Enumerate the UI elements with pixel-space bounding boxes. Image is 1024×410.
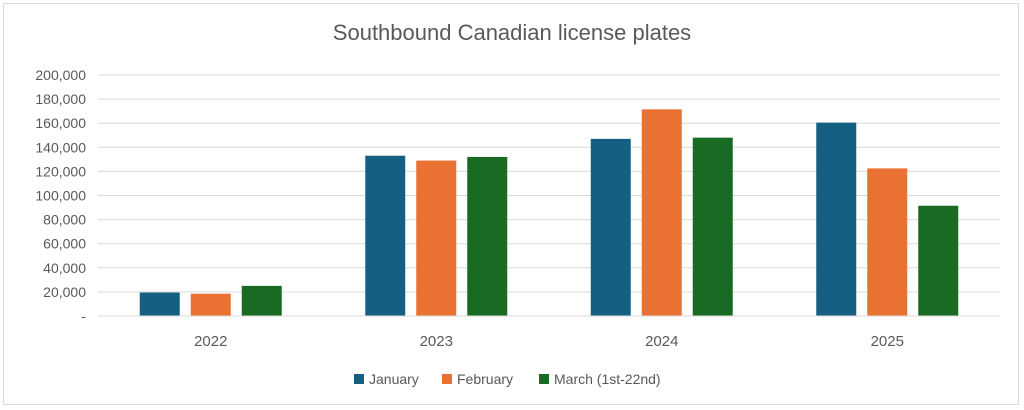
y-tick-label: 160,000 — [35, 115, 86, 131]
bar-february-2022 — [190, 293, 231, 316]
x-tick-label: 2025 — [871, 333, 904, 350]
legend-label: February — [457, 371, 513, 387]
bar-february-2024 — [641, 109, 682, 316]
y-tick-label: 100,000 — [35, 188, 86, 204]
legend-swatch — [442, 374, 452, 384]
bar-march-2025 — [918, 205, 959, 316]
x-tick-label: 2024 — [645, 333, 678, 350]
y-tick-label: 60,000 — [43, 236, 86, 252]
bar-january-2025 — [816, 122, 857, 316]
bar-february-2023 — [416, 160, 457, 316]
y-tick-label: 120,000 — [35, 163, 86, 179]
legend-label: March (1st-22nd) — [554, 371, 661, 387]
y-tick-label: 200,000 — [35, 67, 86, 83]
y-tick-label: 20,000 — [43, 284, 86, 300]
y-tick-label: 80,000 — [43, 212, 86, 228]
y-tick-label: 40,000 — [43, 260, 86, 276]
chart-title: Southbound Canadian license plates — [333, 20, 691, 45]
y-axis-ticks: - 20,000 40,000 60,000 80,000 100,000 120,000 1… — [35, 67, 86, 324]
x-tick-label: 2022 — [194, 333, 227, 350]
y-tick-label: - — [81, 308, 86, 324]
bar-march-2023 — [467, 156, 508, 316]
bar-january-2024 — [590, 138, 631, 316]
bar-march-2022 — [241, 285, 282, 316]
legend-swatch — [539, 374, 549, 384]
y-tick-label: 140,000 — [35, 139, 86, 155]
x-tick-label: 2023 — [420, 333, 453, 350]
legend-swatch — [354, 374, 364, 384]
x-axis-categories: 2022 2023 2024 2025 — [194, 333, 904, 350]
bars — [139, 109, 959, 316]
legend: January February March (1st-22nd) — [354, 371, 661, 387]
bar-january-2022 — [139, 292, 180, 316]
y-tick-label: 180,000 — [35, 91, 86, 107]
legend-label: January — [369, 371, 419, 387]
bar-february-2025 — [867, 168, 908, 316]
bar-march-2024 — [692, 137, 733, 316]
gridlines — [98, 74, 1000, 293]
bar-january-2023 — [365, 155, 406, 316]
